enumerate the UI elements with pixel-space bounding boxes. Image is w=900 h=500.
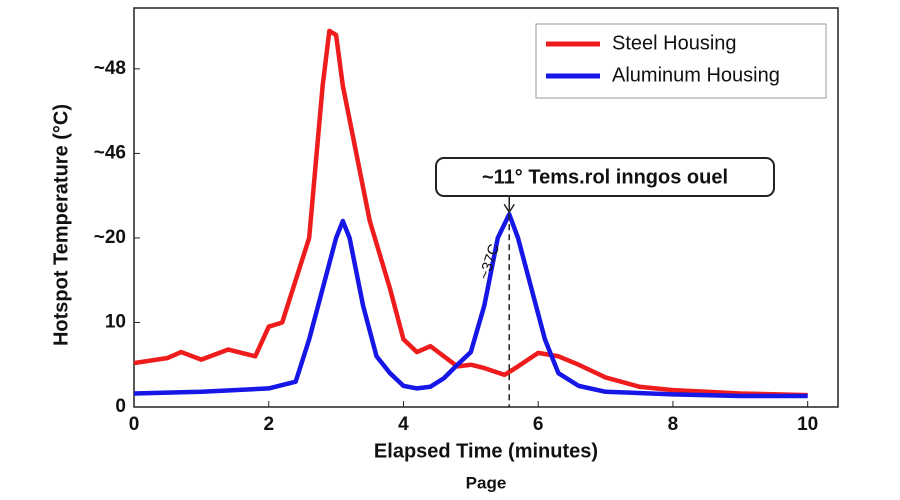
legend: Steel Housing Aluminum Housing [535, 23, 827, 99]
footer: Page [466, 473, 507, 492]
x-tick-label: 4 [398, 414, 409, 435]
annotation-arrow [503, 196, 515, 214]
x-tick-label: 0 [129, 414, 140, 435]
series-line [133, 212, 808, 399]
y-tick-label: 0 [115, 396, 126, 417]
legend-label: Aluminum Housing [612, 64, 780, 86]
x-tick-label: 10 [797, 414, 818, 435]
legend-box [535, 23, 827, 99]
x-tick-label: 8 [668, 414, 679, 435]
annotation-box [435, 157, 775, 197]
y-axis-label: Hotspot Temperature (°C) [50, 104, 72, 346]
y-tick-label: ~46 [94, 142, 126, 163]
series-line [133, 28, 808, 398]
legend-label: Steel Housing [612, 32, 737, 54]
y-tick-label: 10 [105, 311, 126, 332]
y-tick-label: ~20 [94, 227, 126, 248]
plot-frame [133, 7, 839, 408]
x-tick-label: 2 [263, 414, 274, 435]
x-axis-label: Elapsed Time (minutes) [374, 440, 598, 462]
annotation-text: ~11° Tems.rol inngos ouel [482, 166, 728, 188]
y-tick-label: ~48 [94, 58, 126, 79]
peak-label: ~37C [476, 242, 503, 282]
x-tick-label: 6 [533, 414, 544, 435]
